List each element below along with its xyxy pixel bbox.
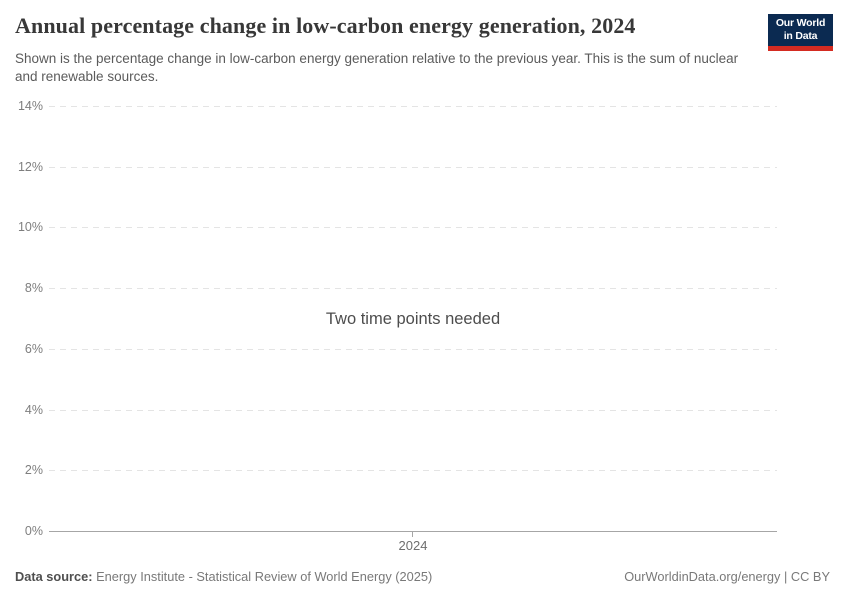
- y-axis-tick-label: 0%: [24, 524, 43, 538]
- y-axis-tick-label: 6%: [24, 342, 43, 356]
- chart-subtitle: Shown is the percentage change in low-ca…: [15, 51, 739, 85]
- gridline: [49, 227, 777, 228]
- gridline: [49, 349, 777, 350]
- gridline: [49, 470, 777, 471]
- chart-title: Annual percentage change in low-carbon e…: [15, 13, 636, 38]
- gridline: [49, 167, 777, 168]
- gridline: [49, 288, 777, 289]
- owid-logo-line2: in Data: [783, 30, 818, 42]
- y-axis-tick-label: 14%: [17, 99, 43, 113]
- owid-logo-line1: Our World: [775, 16, 826, 29]
- gridline: [49, 410, 777, 411]
- y-axis-tick-label: 8%: [24, 281, 43, 295]
- gridline: [49, 106, 777, 107]
- data-source: Data source: Energy Institute - Statisti…: [15, 569, 432, 584]
- y-axis-tick-label: 10%: [17, 220, 43, 234]
- y-axis-tick-label: 4%: [24, 403, 43, 417]
- owid-logo[interactable]: Our World in Data: [768, 14, 833, 51]
- credit-link[interactable]: OurWorldinData.org/energy | CC BY: [624, 569, 830, 584]
- x-axis-line: [49, 531, 777, 532]
- y-axis-tick-label: 12%: [17, 160, 43, 174]
- data-source-value: Energy Institute - Statistical Review of…: [96, 569, 433, 584]
- x-axis-tick-label: 2024: [398, 538, 428, 553]
- y-axis-tick-label: 2%: [24, 463, 43, 477]
- empty-chart-message: Two time points needed: [325, 310, 501, 328]
- x-axis-tick: [412, 531, 413, 537]
- data-source-label: Data source:: [15, 569, 93, 584]
